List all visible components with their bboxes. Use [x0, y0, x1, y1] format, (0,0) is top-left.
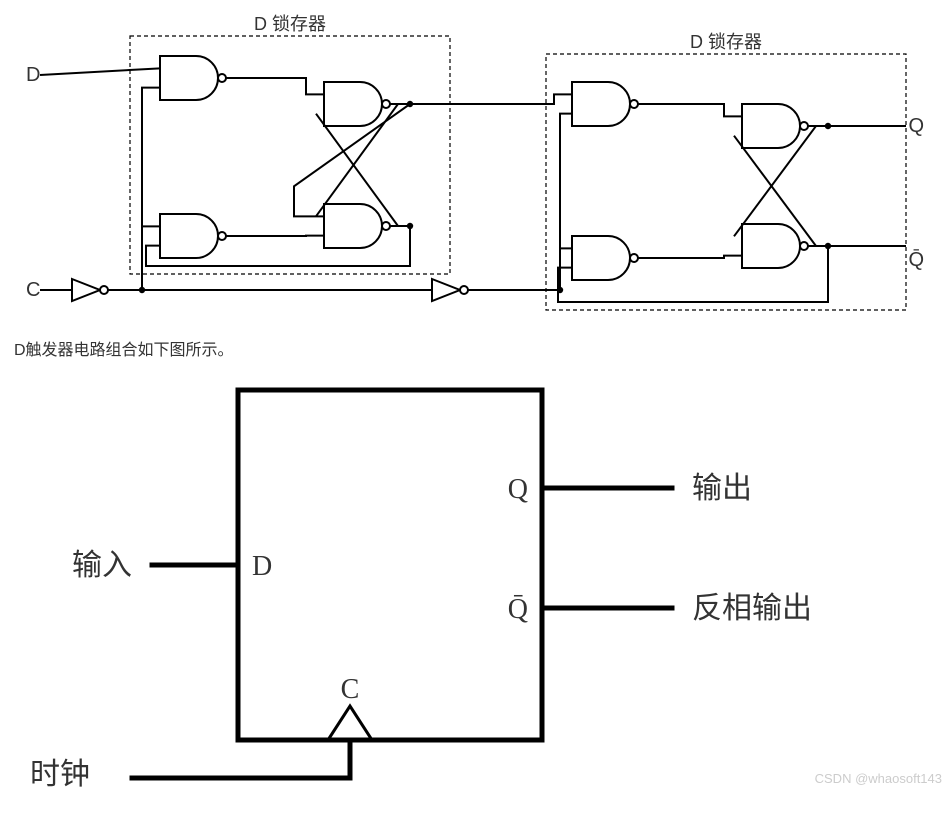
qbar-output-label: Q̄	[908, 248, 924, 271]
d-flipflop-symbol: D Q Q̄ C 输入 输出反相输出时钟	[12, 370, 832, 790]
c-input-label: C	[26, 279, 40, 301]
d-input-label: D	[26, 64, 40, 86]
q-output-label: Q	[908, 115, 924, 137]
label-input: 输入	[72, 549, 132, 582]
pin-q: Q	[508, 474, 528, 505]
pin-d: D	[252, 551, 272, 582]
label-clock: 时钟	[30, 758, 90, 790]
label-inv-output: 反相输出	[692, 592, 812, 625]
latch1-label: D 锁存器	[254, 14, 326, 34]
label-output: 输出	[692, 472, 752, 505]
latch2-label: D 锁存器	[690, 32, 762, 52]
pin-qbar: Q̄	[508, 594, 528, 625]
pin-c: C	[341, 674, 360, 705]
caption-text: D触发器电路组合如下图所示。	[14, 336, 931, 360]
watermark: CSDN @whaosoft143	[815, 771, 942, 786]
d-latch-circuit: D 锁存器 D 锁存器 D C Q Q̄	[12, 12, 932, 322]
